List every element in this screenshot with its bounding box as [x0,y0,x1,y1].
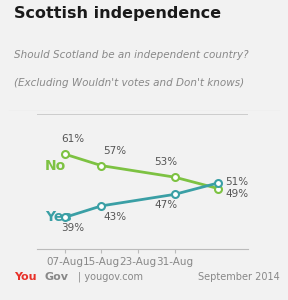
Text: 49%: 49% [225,189,248,199]
Text: 47%: 47% [154,200,178,210]
Text: 53%: 53% [154,157,178,167]
Text: 61%: 61% [61,134,84,144]
Text: 57%: 57% [103,146,126,156]
Text: | yougov.com: | yougov.com [78,272,143,282]
Text: 43%: 43% [103,212,126,222]
Text: September 2014: September 2014 [198,272,279,282]
Text: 39%: 39% [61,223,84,233]
Text: You: You [14,272,37,282]
Text: No: No [45,159,66,172]
Text: 51%: 51% [225,177,248,187]
Text: Should Scotland be an independent country?: Should Scotland be an independent countr… [14,50,249,60]
Text: Scottish independence: Scottish independence [14,5,221,20]
Text: Yes: Yes [45,210,71,224]
Text: Gov: Gov [45,272,69,282]
Text: (Excluding Wouldn't votes and Don't knows): (Excluding Wouldn't votes and Don't know… [14,78,245,88]
